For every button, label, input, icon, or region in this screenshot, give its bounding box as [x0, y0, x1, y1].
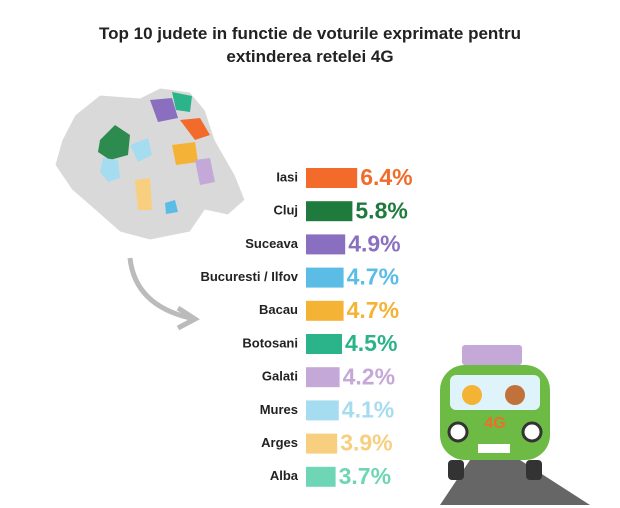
bar	[306, 334, 342, 354]
van-illustration: 4G	[440, 345, 590, 505]
category-label: Bucuresti / Ilfov	[200, 269, 298, 284]
value-label: 4.2%	[343, 363, 395, 389]
value-label: 3.9%	[340, 430, 392, 456]
bar	[306, 466, 336, 487]
category-label: Suceava	[245, 236, 299, 251]
bar	[306, 168, 358, 188]
bar	[306, 234, 346, 255]
category-label: Iasi	[276, 169, 298, 184]
bar	[306, 201, 353, 222]
bar	[306, 433, 338, 454]
bar	[306, 367, 340, 388]
value-label: 4.5%	[345, 330, 397, 356]
value-label: 6.4%	[360, 164, 412, 190]
category-label: Botosani	[242, 335, 298, 350]
chart-title: Top 10 judete in functie de voturile exp…	[99, 24, 521, 66]
value-label: 4.7%	[347, 264, 399, 290]
value-label: 4.9%	[348, 230, 400, 256]
category-label: Alba	[270, 468, 299, 483]
value-label: 4.1%	[342, 396, 394, 422]
value-label: 4.7%	[347, 297, 399, 323]
value-label: 3.7%	[339, 463, 391, 489]
value-label: 5.8%	[355, 197, 407, 223]
map	[54, 87, 246, 241]
arrow	[127, 257, 191, 321]
category-label: Galati	[262, 369, 298, 384]
bar	[306, 300, 344, 321]
arrow-head	[176, 305, 200, 331]
category-label: Mures	[260, 402, 298, 417]
category-label: Arges	[261, 435, 298, 450]
category-label: Cluj	[273, 203, 298, 218]
bar	[306, 400, 339, 421]
van-label: 4G	[484, 415, 505, 432]
bar	[306, 267, 344, 288]
category-label: Bacau	[259, 302, 298, 317]
